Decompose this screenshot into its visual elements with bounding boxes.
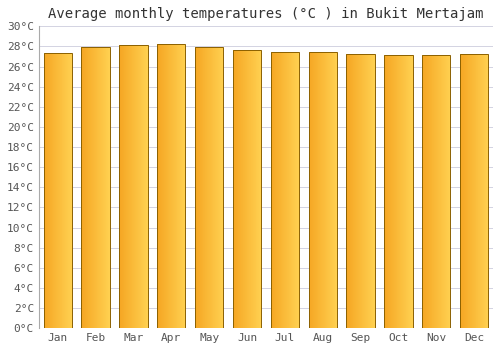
Bar bbox=[82, 47, 110, 328]
Bar bbox=[308, 52, 337, 328]
Bar bbox=[44, 54, 72, 328]
Bar bbox=[119, 46, 148, 328]
Bar bbox=[270, 52, 299, 328]
Bar bbox=[157, 44, 186, 328]
Bar bbox=[384, 55, 412, 328]
Bar bbox=[195, 47, 224, 328]
Title: Average monthly temperatures (°C ) in Bukit Mertajam: Average monthly temperatures (°C ) in Bu… bbox=[48, 7, 484, 21]
Bar bbox=[460, 55, 488, 328]
Bar bbox=[233, 50, 261, 328]
Bar bbox=[346, 55, 375, 328]
Bar bbox=[422, 55, 450, 328]
